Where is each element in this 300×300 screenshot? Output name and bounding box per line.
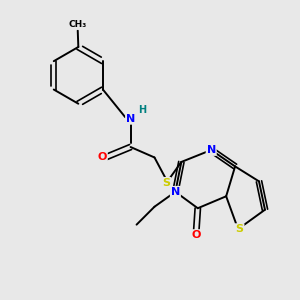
Text: H: H [138, 105, 146, 115]
Text: N: N [171, 187, 180, 197]
Text: S: S [162, 178, 170, 188]
Text: CH₃: CH₃ [69, 20, 87, 29]
Text: S: S [236, 224, 244, 234]
Text: N: N [126, 114, 135, 124]
Text: O: O [98, 152, 107, 163]
Text: N: N [207, 145, 216, 155]
Text: O: O [192, 230, 201, 240]
